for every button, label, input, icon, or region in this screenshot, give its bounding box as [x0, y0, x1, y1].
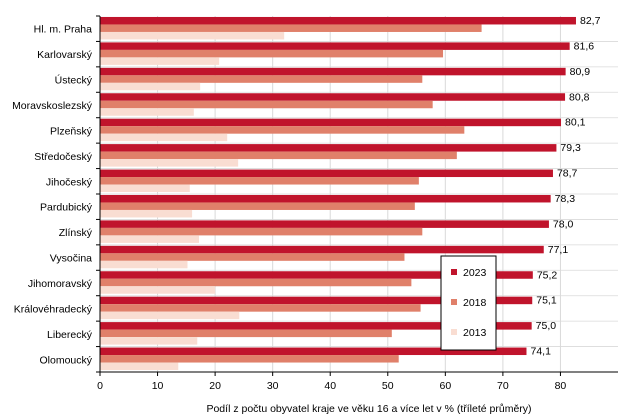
- bar-pardubicky-2018: [100, 202, 415, 210]
- legend-label-2013: 2013: [463, 327, 487, 339]
- x-tick-label-40: 40: [324, 380, 336, 392]
- bar-hl-m-praha-2018: [100, 24, 482, 32]
- legend-swatch-2018: [451, 299, 457, 305]
- value-labels: 82,7 81,6 80,9 80,8 80,1 79,3 78,7 78,3 78,0 77,1…: [530, 15, 600, 358]
- category-label-vysocina: Vysočina: [50, 253, 92, 265]
- x-tick-label-0: 0: [97, 380, 103, 392]
- x-tick-label-60: 60: [439, 380, 451, 392]
- bar-vysocina-2023: [100, 245, 544, 254]
- category-label-karlovarsky: Karlovarský: [37, 49, 93, 61]
- bar-liberecky-2013: [100, 337, 198, 345]
- bar-jihomoravsky-2018: [100, 278, 412, 287]
- value-label-liberecky: 75,0: [536, 320, 557, 332]
- value-label-vysocina: 77,1: [548, 244, 569, 256]
- value-label-olomoucky: 74,1: [530, 346, 551, 358]
- value-label-hl-m-praha: 82,7: [580, 15, 601, 27]
- category-label-stredocesky: Středočeský: [34, 151, 93, 163]
- bar-vysocina-2018: [100, 253, 405, 261]
- value-label-zlinsky: 78,0: [553, 218, 574, 230]
- bar-jihocesky-2023: [100, 169, 553, 178]
- value-label-moravskoslezsky: 80,8: [569, 91, 590, 103]
- bar-pardubicky-2013: [100, 209, 193, 218]
- bar-stredocesky-2023: [100, 144, 557, 152]
- x-tick-label-10: 10: [152, 380, 164, 392]
- bar-jihocesky-2018: [100, 177, 419, 185]
- x-tick-label-70: 70: [497, 380, 509, 392]
- x-tick-label-20: 20: [209, 380, 221, 392]
- bar-zlinsky-2023: [100, 220, 549, 228]
- category-label-jihomoravsky: Jihomoravský: [28, 278, 93, 290]
- bar-ustecky-2018: [100, 75, 423, 83]
- bar-kralovehradecky-2023: [100, 296, 533, 305]
- bar-pardubicky-2023: [100, 194, 551, 203]
- legend-swatch-2013: [451, 329, 457, 335]
- bar-zlinsky-2013: [100, 235, 199, 243]
- category-label-liberecky: Liberecký: [47, 329, 93, 341]
- value-label-pardubicky: 78,3: [555, 193, 576, 205]
- bar-olomoucky-2018: [100, 355, 399, 363]
- legend: 2023 2018 2013: [440, 255, 497, 351]
- bar-liberecky-2023: [100, 322, 532, 330]
- value-label-stredocesky: 79,3: [560, 142, 581, 154]
- bar-stredocesky-2013: [100, 159, 239, 167]
- bar-jihomoravsky-2023: [100, 271, 533, 279]
- x-tick-label-80: 80: [555, 380, 567, 392]
- bar-jihocesky-2013: [100, 184, 190, 193]
- category-label-jihocesky: Jihočeský: [46, 176, 93, 188]
- bar-stredocesky-2018: [100, 151, 457, 160]
- bar-jihomoravsky-2013: [100, 286, 216, 294]
- category-label-ustecky: Ústecký: [55, 74, 93, 87]
- bar-plzensky-2023: [100, 118, 562, 127]
- bar-karlovarsky-2023: [100, 42, 570, 50]
- bar-ustecky-2013: [100, 82, 201, 91]
- legend-label-2023: 2023: [463, 267, 487, 279]
- bar-moravskoslezsky-2023: [100, 93, 566, 101]
- bar-karlovarsky-2013: [100, 57, 220, 65]
- x-tick-label-50: 50: [382, 380, 394, 392]
- value-label-jihomoravsky: 75,2: [537, 269, 558, 281]
- value-label-karlovarsky: 81,6: [574, 40, 595, 52]
- category-label-moravskoslezsky: Moravskoslezský: [12, 100, 93, 112]
- bar-kralovehradecky-2013: [100, 311, 240, 320]
- gridlines: [100, 16, 618, 372]
- legend-box: [440, 255, 497, 351]
- category-label-plzensky: Plzeňský: [50, 125, 93, 137]
- category-label-olomoucky: Olomoucký: [39, 354, 92, 366]
- bar-olomoucky-2023: [100, 347, 527, 356]
- bar-zlinsky-2018: [100, 227, 423, 236]
- x-axis-title: Podíl z počtu obyvatel kraje ve věku 16 …: [206, 403, 531, 415]
- bar-karlovarsky-2018: [100, 49, 444, 58]
- legend-label-2018: 2018: [463, 297, 487, 309]
- value-label-ustecky: 80,9: [570, 66, 591, 78]
- bar-moravskoslezsky-2013: [100, 108, 194, 116]
- x-tick-label-30: 30: [267, 380, 279, 392]
- x-axis: 0 10 20 30 40 50 60 70 80: [96, 15, 618, 392]
- bar-hl-m-praha-2023: [100, 16, 576, 25]
- bar-plzensky-2013: [100, 133, 228, 142]
- bar-ustecky-2023: [100, 67, 566, 76]
- legend-swatch-2023: [451, 269, 457, 275]
- category-labels: Hl. m. Praha Karlovarský Ústecký Moravskosl…: [12, 24, 93, 367]
- category-label-pardubicky: Pardubický: [40, 202, 93, 214]
- value-label-plzensky: 80,1: [565, 117, 586, 129]
- bar-kralovehradecky-2018: [100, 304, 421, 312]
- bar-olomoucky-2013: [100, 362, 179, 371]
- category-label-kralovehradecky: Královéhradecký: [14, 303, 93, 315]
- value-label-jihocesky: 78,7: [557, 168, 578, 180]
- bar-hl-m-praha-2013: [100, 31, 285, 40]
- category-label-zlinsky: Zlínský: [59, 227, 93, 239]
- bar-liberecky-2018: [100, 329, 392, 338]
- bars: [100, 16, 576, 371]
- bar-plzensky-2018: [100, 126, 465, 134]
- bar-moravskoslezsky-2018: [100, 100, 433, 109]
- value-label-kralovehradecky: 75,1: [536, 295, 557, 307]
- category-label-hl-m-praha: Hl. m. Praha: [34, 24, 93, 36]
- bar-vysocina-2013: [100, 260, 188, 269]
